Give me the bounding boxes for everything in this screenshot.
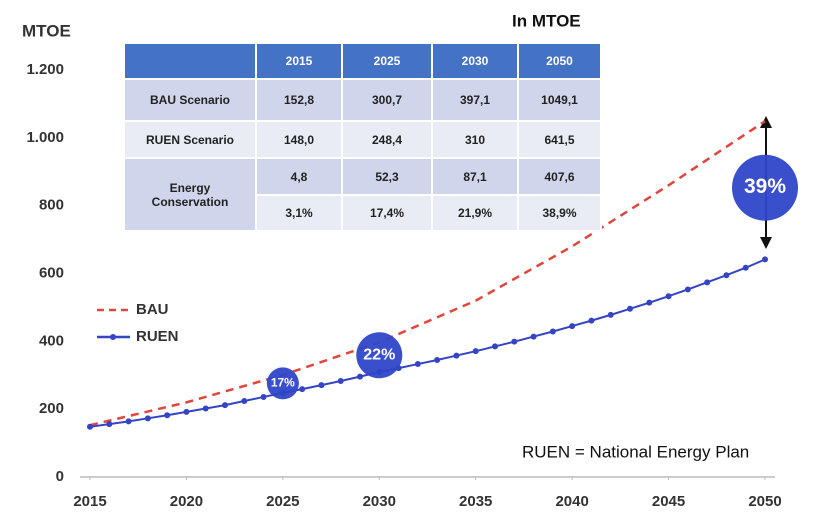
annotation-bubble — [266, 367, 299, 400]
header-cell: 2050 — [517, 42, 602, 80]
data-point — [627, 305, 633, 312]
data-point — [549, 328, 556, 335]
cell: 310 — [431, 120, 519, 159]
data-point — [723, 272, 730, 279]
annotation-label: 22% — [363, 346, 395, 363]
x-tick-label: 2045 — [652, 493, 685, 510]
data-point — [684, 286, 691, 293]
cell: 38,9% — [517, 194, 602, 232]
cell: 300,7 — [341, 78, 433, 122]
data-point — [492, 343, 498, 350]
row-label: RUEN Scenario — [123, 120, 257, 159]
data-table: 2015 2025 2030 2050 BAU Scenario 152,8 3… — [123, 42, 602, 232]
data-point — [646, 299, 653, 306]
data-point — [125, 418, 132, 425]
data-point — [607, 311, 614, 318]
data-point — [357, 373, 363, 380]
y-tick-label: 400 — [39, 332, 64, 349]
y-tick-label: 800 — [39, 197, 64, 214]
x-tick-label: 2020 — [170, 493, 203, 510]
data-point — [144, 415, 151, 422]
y-tick-label: 1.200 — [26, 61, 64, 78]
x-tick-label: 2035 — [459, 493, 492, 510]
row-label: Energy Conservation — [123, 157, 257, 232]
header-cell: 2025 — [341, 42, 433, 80]
header-cell: 2015 — [255, 42, 343, 80]
header-corner — [123, 42, 257, 80]
data-point — [472, 348, 479, 355]
data-point — [260, 393, 267, 400]
data-point — [511, 338, 518, 345]
cell: 3,1% — [255, 194, 343, 232]
data-point — [762, 256, 768, 263]
data-point — [434, 356, 441, 363]
x-tick-label: 2040 — [555, 493, 588, 510]
data-point — [414, 361, 421, 368]
data-point — [183, 408, 190, 415]
annotation-bubble — [356, 332, 403, 379]
data-point — [318, 382, 325, 389]
data-point — [222, 402, 228, 409]
header-cell: 2030 — [431, 42, 519, 80]
cell: 87,1 — [431, 157, 519, 196]
x-tick-label: 2015 — [73, 493, 106, 510]
x-tick-label: 2050 — [748, 493, 781, 510]
data-point — [742, 264, 749, 271]
y-axis-label: MTOE — [22, 21, 71, 40]
cell: 248,4 — [341, 120, 433, 159]
data-point — [87, 423, 93, 430]
legend-label: RUEN — [136, 328, 179, 345]
note: RUEN = National Energy Plan — [522, 442, 749, 461]
data-point — [665, 293, 672, 300]
cell: 397,1 — [431, 78, 519, 122]
row-label: BAU Scenario — [123, 78, 257, 122]
cell: 1049,1 — [517, 78, 602, 122]
annotation-label: 17% — [271, 376, 295, 390]
cell: 4,8 — [255, 157, 343, 196]
legend-marker — [110, 334, 116, 340]
cell: 407,6 — [517, 157, 602, 196]
cell: 148,0 — [255, 120, 343, 159]
data-point — [569, 323, 576, 330]
series-line — [89, 120, 766, 427]
caption: In MTOE — [512, 11, 581, 30]
cell: 152,8 — [255, 78, 343, 122]
data-point — [588, 317, 595, 324]
y-tick-label: 600 — [39, 264, 64, 281]
data-point — [704, 279, 711, 286]
y-tick-label: 0 — [56, 468, 64, 485]
y-tick-label: 1.000 — [26, 129, 64, 146]
annotation-label: 39% — [744, 175, 786, 198]
legend-label: BAU — [136, 301, 169, 318]
x-tick-label: 2030 — [363, 493, 396, 510]
annotation-bubble — [732, 154, 798, 221]
data-point — [164, 412, 171, 419]
x-tick-label: 2025 — [266, 493, 299, 510]
cell: 17,4% — [341, 194, 433, 232]
data-point — [202, 405, 209, 412]
cell: 641,5 — [517, 120, 602, 159]
data-point — [106, 421, 113, 428]
data-point — [241, 398, 248, 405]
y-tick-label: 200 — [39, 400, 64, 417]
data-point — [337, 378, 344, 385]
cell: 21,9% — [431, 194, 519, 232]
data-point — [299, 386, 306, 393]
series-line — [89, 258, 766, 428]
cell: 52,3 — [341, 157, 433, 196]
data-point — [453, 352, 460, 359]
data-point — [530, 333, 537, 340]
